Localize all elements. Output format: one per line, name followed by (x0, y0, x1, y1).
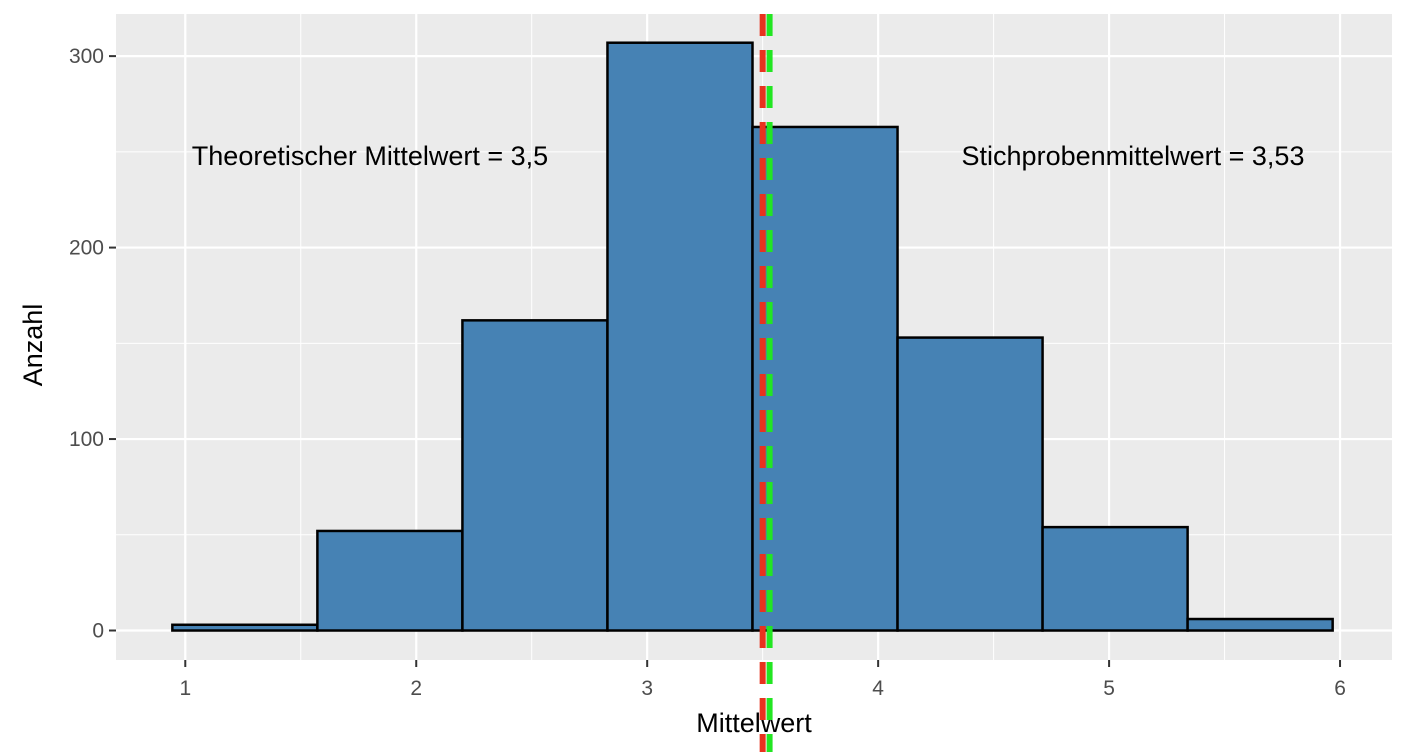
bar (896, 336, 1044, 632)
x-tick-label: 6 (1334, 677, 1346, 700)
bar (316, 529, 464, 632)
y-tick-label: 100 (69, 428, 104, 451)
x-tick-label: 3 (641, 677, 653, 700)
x-tick-label: 4 (872, 677, 884, 700)
annotation: Theoretischer Mittelwert = 3,5 (192, 141, 548, 171)
bar (171, 623, 319, 632)
y-tick-label: 300 (69, 45, 104, 68)
y-tick-label: 0 (92, 620, 104, 643)
y-tick-label: 200 (69, 237, 104, 260)
x-tick-label: 2 (410, 677, 422, 700)
bar (606, 41, 754, 632)
bar (461, 319, 609, 632)
x-tick-label: 1 (179, 677, 191, 700)
bar (1186, 617, 1334, 632)
y-axis-title: Anzahl (18, 304, 48, 387)
annotation: Stichprobenmittelwert = 3,53 (962, 141, 1305, 171)
bar (1041, 525, 1189, 632)
bar (751, 125, 899, 632)
x-tick-label: 5 (1103, 677, 1115, 700)
x-axis-title: Mittelwert (696, 708, 812, 738)
